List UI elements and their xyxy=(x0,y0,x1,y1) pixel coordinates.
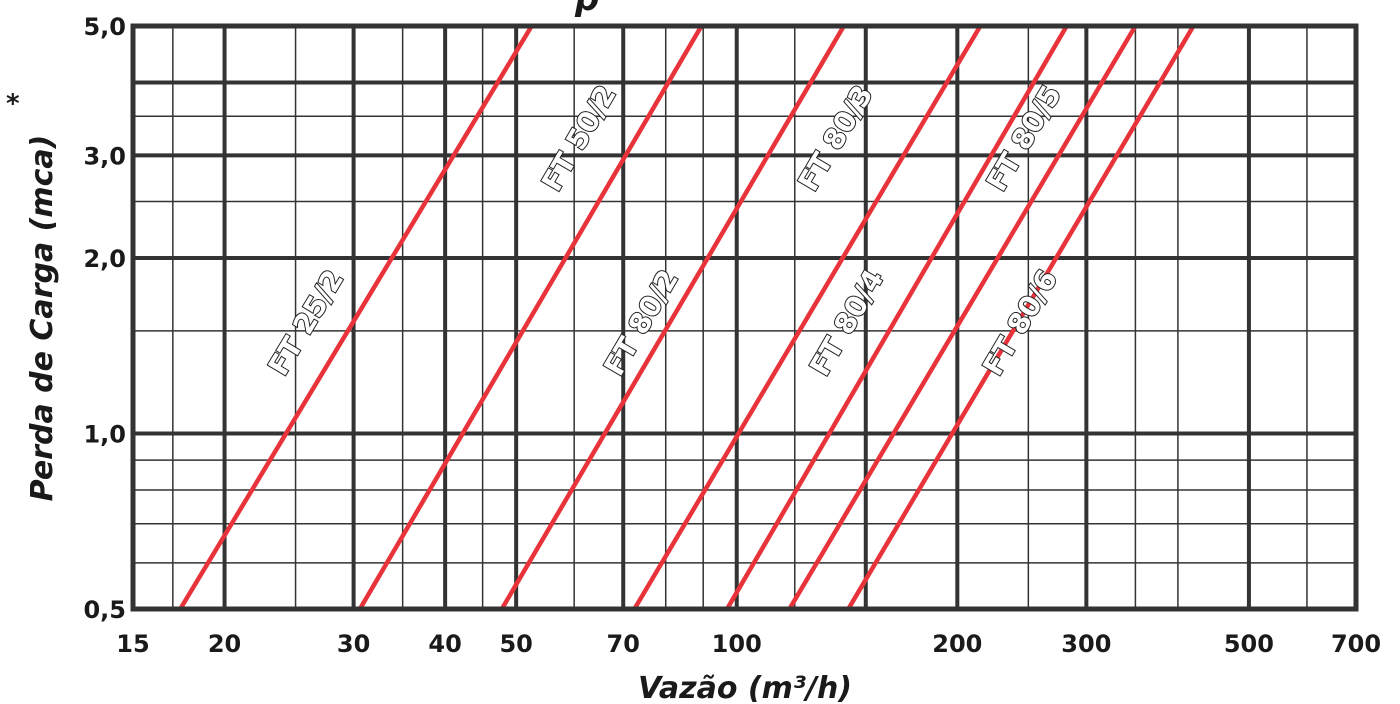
y-tick-labels: 0,5 1,0 2,0 3,0 5,0 xyxy=(83,13,126,624)
series-line-ft-80-3 xyxy=(632,26,983,609)
grid-major xyxy=(133,26,1358,609)
x-tick-label: 30 xyxy=(337,630,370,658)
x-tick-label: 40 xyxy=(428,630,461,658)
series-lines xyxy=(178,26,1196,609)
x-tick-label: 15 xyxy=(116,630,149,658)
y-tick-label: 1,0 xyxy=(83,420,126,448)
series-line-ft-80-4 xyxy=(725,26,1069,609)
plot-background xyxy=(133,26,1356,609)
grid-minor xyxy=(133,26,1356,609)
series-line-ft-80-2 xyxy=(499,26,846,609)
x-tick-label: 50 xyxy=(499,630,532,658)
series-line-ft-80-5 xyxy=(787,26,1138,609)
plot-frame xyxy=(130,23,1359,612)
x-tick-label: 20 xyxy=(208,630,241,658)
x-tick-label: 300 xyxy=(1061,630,1111,658)
chart-title: p xyxy=(574,0,599,19)
y-tick-label: 0,5 xyxy=(83,596,126,624)
series-line-ft-80-6 xyxy=(846,26,1196,609)
x-tick-label: 500 xyxy=(1224,630,1274,658)
x-axis-title: Vazão (m³/h) xyxy=(638,671,852,704)
y-axis-title: Perda de Carga (mca) xyxy=(25,135,60,502)
x-tick-label: 70 xyxy=(607,630,640,658)
series-line-ft-50-2 xyxy=(357,26,704,609)
x-tick-label: 200 xyxy=(932,630,982,658)
x-tick-label: 700 xyxy=(1331,630,1381,658)
y-tick-label: 2,0 xyxy=(83,245,126,273)
y-tick-label: 3,0 xyxy=(83,142,126,170)
x-tick-label: 100 xyxy=(712,630,762,658)
series-line-ft-25-2 xyxy=(178,26,534,609)
y-tick-label: 5,0 xyxy=(83,13,126,41)
y-axis-title-asterisk: * xyxy=(6,89,20,119)
x-tick-labels: 15 20 30 40 50 70 100 200 300 500 700 xyxy=(116,630,1381,658)
